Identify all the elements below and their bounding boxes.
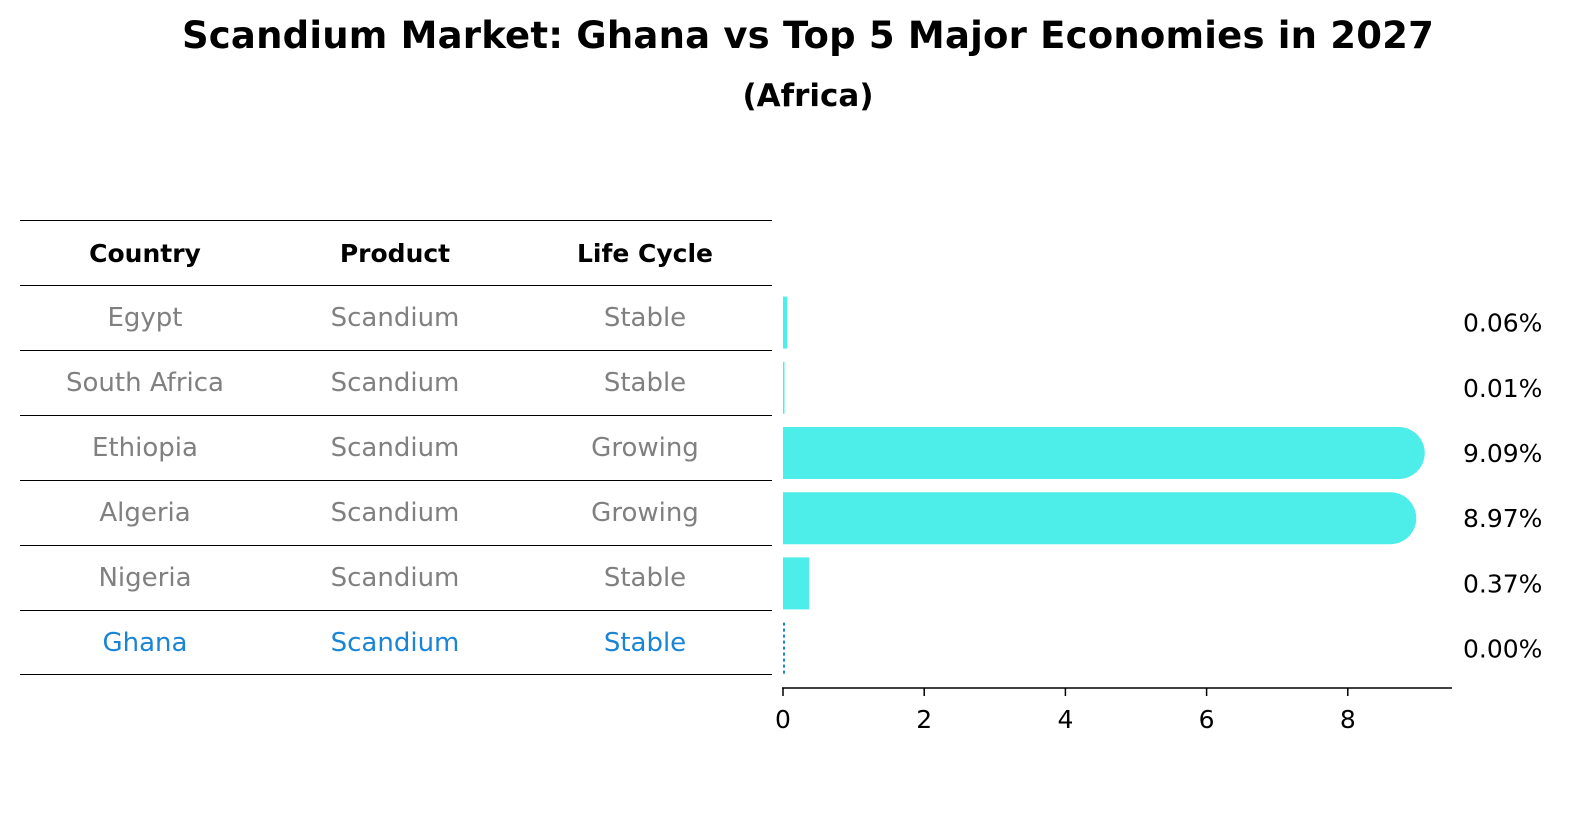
table-row: Algeria Scandium Growing — [20, 480, 772, 545]
cell-life-cycle: Stable — [603, 303, 687, 333]
cell-product: Scandium — [330, 433, 460, 463]
bar — [783, 427, 1425, 479]
table-header-row: Country Product Life Cycle — [20, 220, 772, 285]
value-label: 0.37% — [1463, 569, 1542, 598]
x-tick-label: 6 — [1199, 705, 1215, 734]
cell-life-cycle: Stable — [603, 368, 687, 398]
cell-product: Scandium — [330, 563, 460, 593]
cell-life-cycle: Stable — [603, 627, 687, 658]
table-row-highlighted: Ghana Scandium Stable — [20, 610, 772, 675]
table-row: South Africa Scandium Stable — [20, 350, 772, 415]
cell-country: Nigeria — [98, 563, 192, 593]
table-row: Ethiopia Scandium Growing — [20, 415, 772, 480]
bar — [783, 492, 1417, 545]
x-tick-label: 0 — [775, 705, 791, 734]
cell-life-cycle: Growing — [591, 498, 699, 528]
table-row: Egypt Scandium Stable — [20, 285, 772, 350]
cell-product: Scandium — [330, 368, 460, 398]
cell-life-cycle: Growing — [591, 433, 699, 463]
data-table: Country Product Life Cycle Egypt Scandiu… — [20, 220, 772, 675]
chart-subtitle: (Africa) — [742, 78, 874, 114]
cell-country: Algeria — [99, 498, 191, 528]
cell-country: Ethiopia — [92, 433, 198, 463]
value-label: 9.09% — [1463, 439, 1542, 468]
cell-product: Scandium — [330, 498, 460, 528]
cell-country: South Africa — [66, 368, 224, 398]
header-life-cycle: Life Cycle — [576, 238, 714, 268]
value-label: 0.00% — [1463, 635, 1542, 664]
cell-product: Scandium — [330, 303, 460, 333]
x-tick-label: 2 — [916, 705, 932, 734]
value-label: 0.01% — [1463, 374, 1542, 403]
chart-title: Scandium Market: Ghana vs Top 5 Major Ec… — [181, 14, 1435, 57]
cell-country: Ghana — [102, 627, 188, 658]
header-product: Product — [339, 238, 451, 268]
cell-country: Egypt — [107, 303, 183, 333]
header-country: Country — [89, 238, 201, 268]
x-tick-label: 8 — [1340, 705, 1356, 734]
value-label: 0.06% — [1463, 309, 1542, 338]
x-tick-label: 4 — [1057, 705, 1073, 734]
cell-product: Scandium — [330, 627, 460, 658]
table-row: Nigeria Scandium Stable — [20, 545, 772, 610]
value-label: 8.97% — [1463, 504, 1542, 533]
cell-life-cycle: Stable — [603, 563, 687, 593]
bar — [783, 557, 810, 610]
bar — [783, 361, 785, 414]
bar — [783, 296, 788, 349]
